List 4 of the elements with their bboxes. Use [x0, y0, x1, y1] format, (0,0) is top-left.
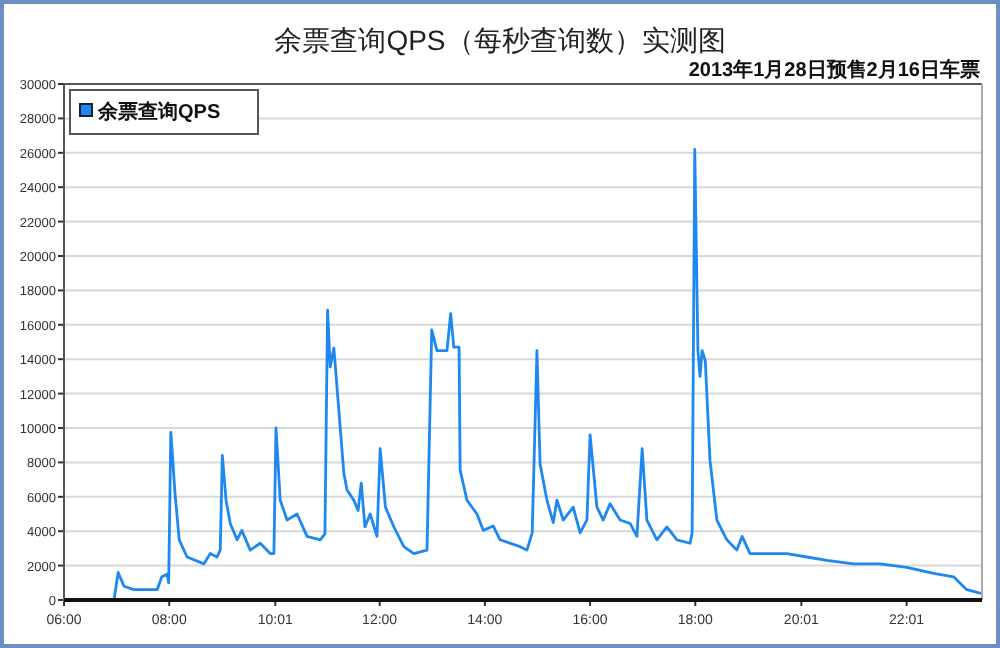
- chart-subtitle: 2013年1月28日预售2月16日车票: [688, 58, 980, 82]
- chart-title: 余票查询QPS（每秒查询数）实测图: [274, 24, 726, 56]
- legend-label: 余票查询QPS: [96, 100, 221, 124]
- line-series: [62, 147, 982, 602]
